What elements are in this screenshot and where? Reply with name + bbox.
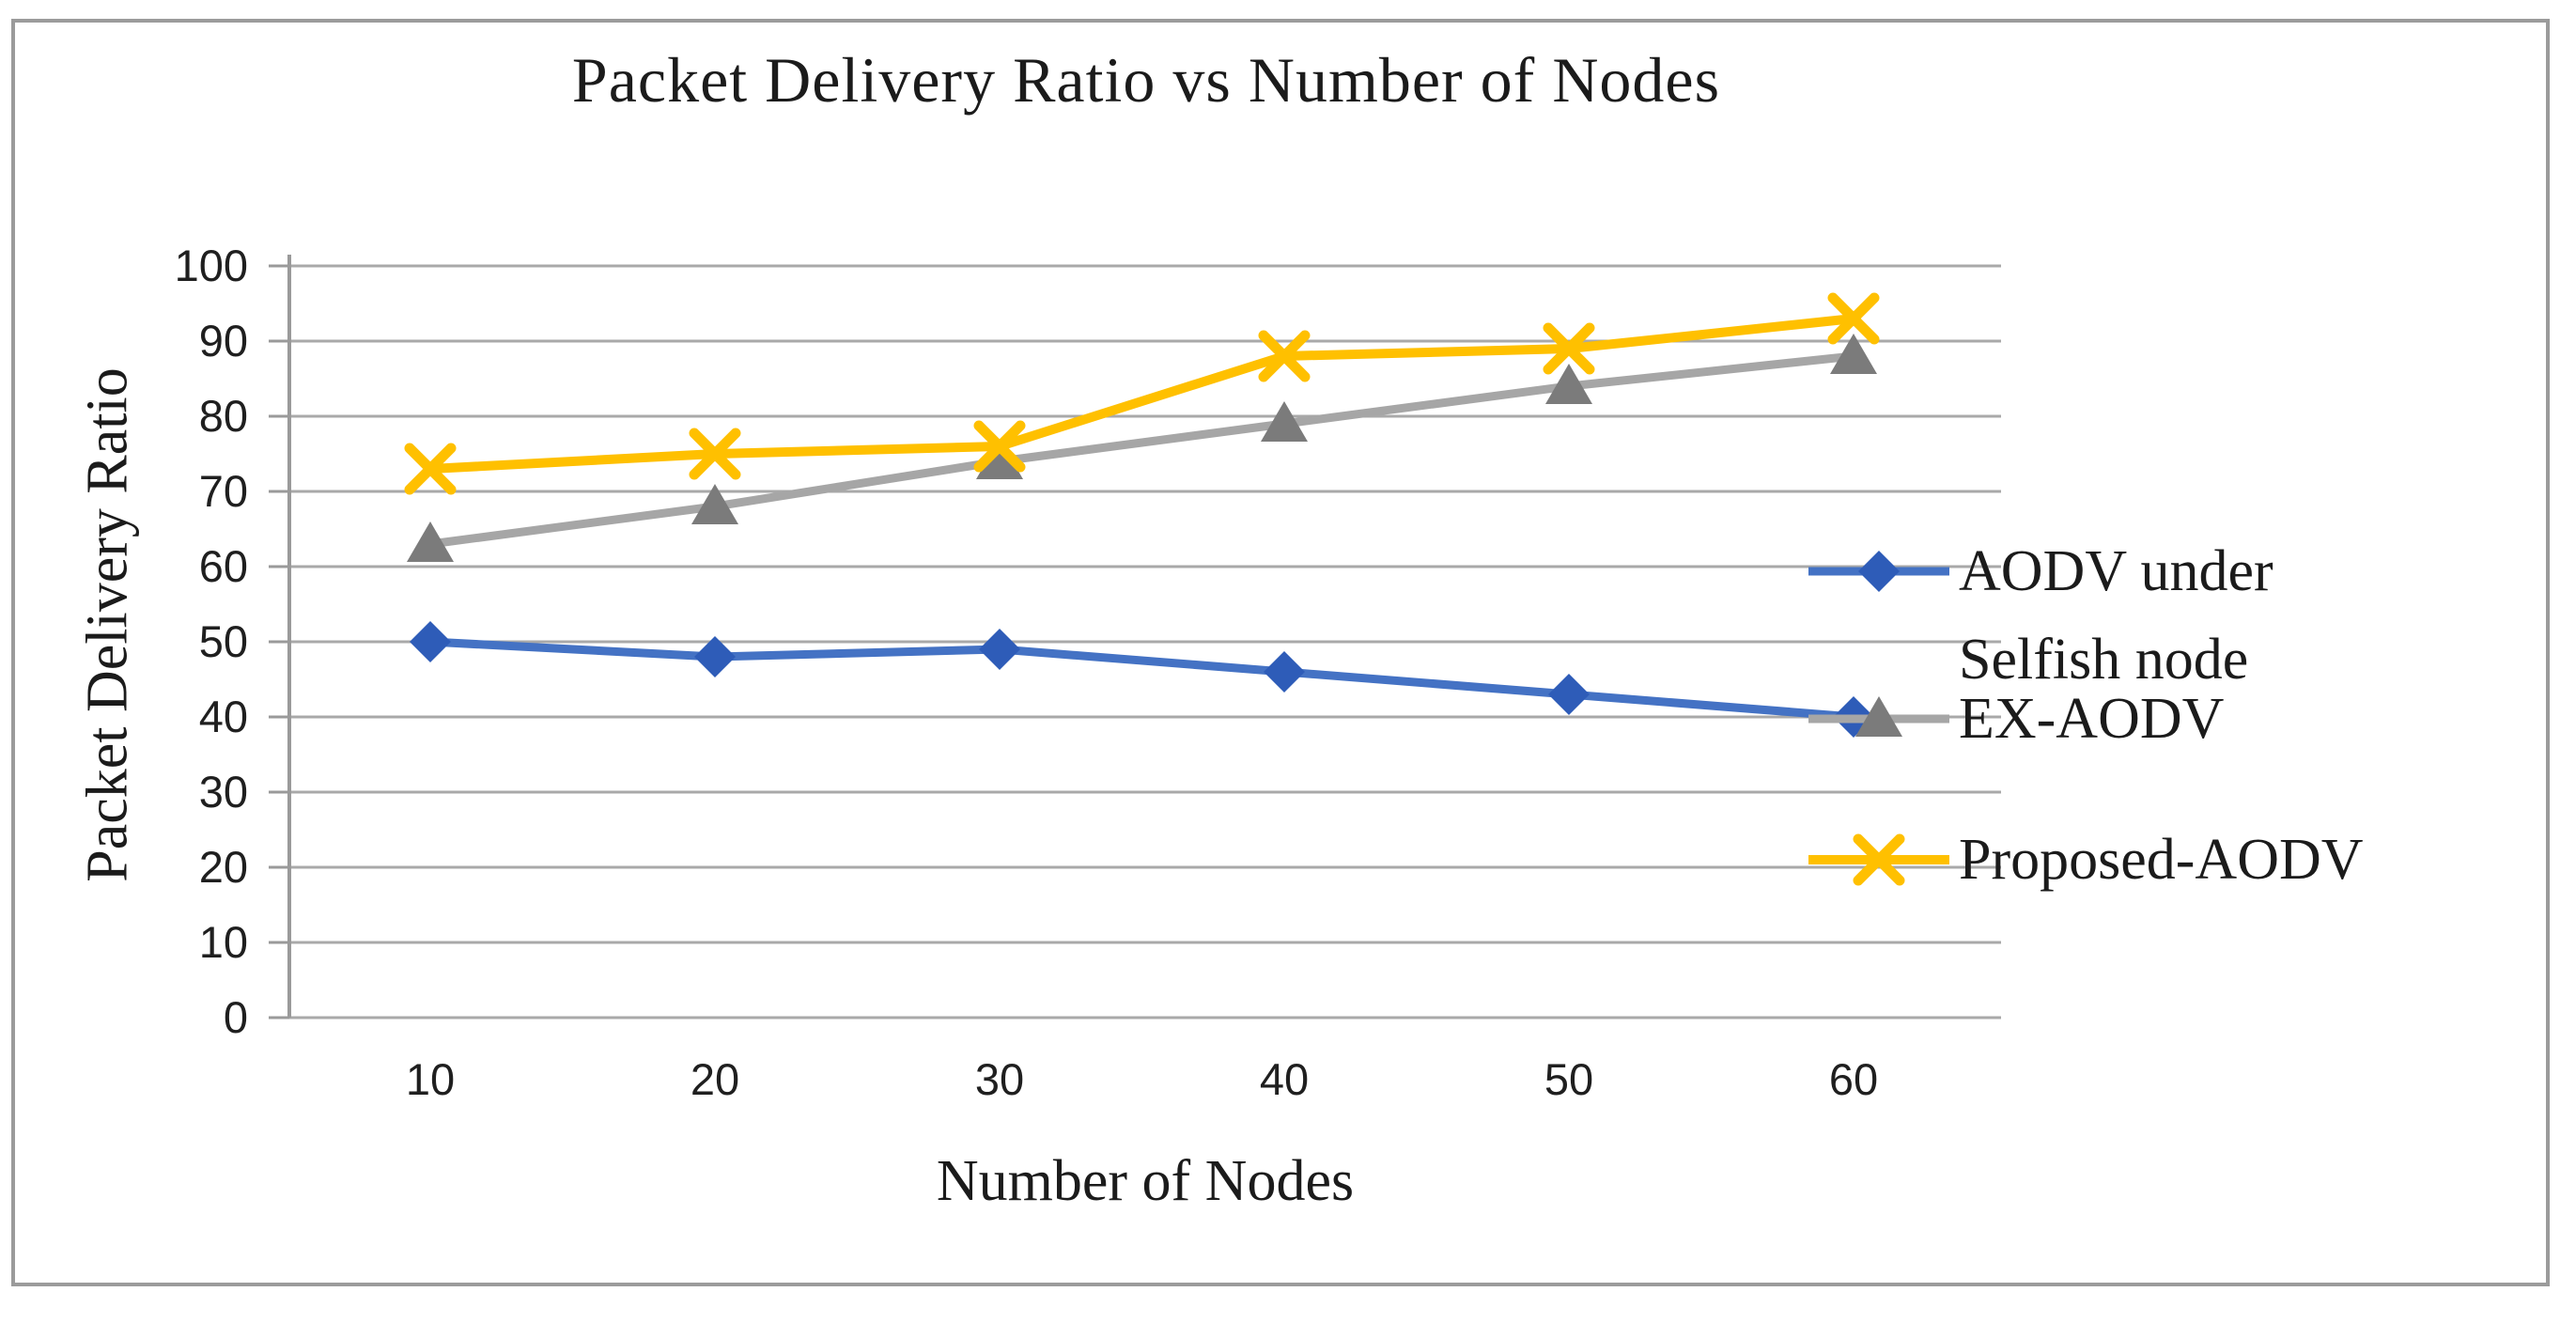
y-tick-label-80: 80 [199, 391, 248, 441]
y-tick-label-30: 30 [199, 767, 248, 817]
series-2-marker-point-20 [689, 428, 741, 480]
series-line-2 [429, 314, 1854, 474]
y-tick-label-0: 0 [224, 992, 248, 1042]
series-1-marker-point-20 [691, 484, 738, 524]
legend-key-marker-2 [1853, 833, 1905, 886]
series-2-marker-point-60 [1827, 292, 1880, 345]
x-tick-label-60: 60 [1829, 1054, 1878, 1104]
series-1-marker-point-10 [407, 521, 454, 562]
series-0-marker-point-40 [1264, 651, 1305, 693]
series-0-marker-point-10 [410, 621, 451, 662]
y-tick-label-60: 60 [199, 541, 248, 591]
legend-label-proposed-aodv: Proposed-AODV [1959, 828, 2364, 892]
y-tick-label-20: 20 [199, 842, 248, 892]
legend-key-marker-0 [1858, 551, 1900, 592]
y-tick-label-90: 90 [199, 316, 248, 366]
x-tick-label-40: 40 [1260, 1054, 1309, 1104]
y-tick-label-50: 50 [199, 616, 248, 666]
x-tick-label-10: 10 [406, 1054, 455, 1104]
legend-key-marker-1 [1855, 696, 1902, 737]
y-tick-label-10: 10 [199, 917, 248, 967]
x-tick-label-20: 20 [691, 1054, 739, 1104]
series-1-marker-point-30 [976, 439, 1023, 479]
x-tick-label-50: 50 [1544, 1054, 1593, 1104]
series-1-marker-point-60 [1830, 334, 1877, 374]
series-2-marker-point-40 [1258, 330, 1311, 382]
series-0-marker-point-20 [694, 636, 736, 677]
x-tick-label-30: 30 [975, 1054, 1024, 1104]
legend-label-aodv-under-selfish-node: AODV under Selfish node [1959, 527, 2273, 704]
figure-border [11, 19, 2550, 1286]
series-line-0 [429, 637, 1854, 722]
series-1-marker-point-40 [1261, 401, 1308, 442]
legend-label-line1: AODV under [1959, 539, 2273, 603]
x-axis-title: Number of Nodes [936, 1149, 1355, 1213]
y-tick-label-40: 40 [199, 692, 248, 741]
legend-label-ex-aodv: EX-AODV [1959, 687, 2225, 751]
y-tick-label-70: 70 [199, 466, 248, 516]
legend-label-line2: Selfish node [1959, 628, 2249, 692]
y-tick-label-100: 100 [175, 241, 248, 290]
series-0-marker-point-50 [1548, 674, 1590, 715]
series-2-marker-point-10 [404, 443, 457, 495]
chart-title: Packet Delivery Ratio vs Number of Nodes [571, 44, 1721, 116]
series-line-1 [429, 351, 1854, 549]
series-2-marker-point-50 [1543, 322, 1595, 375]
series-0-marker-point-30 [979, 629, 1020, 670]
series-2-marker-point-30 [973, 420, 1026, 473]
series-1-marker-point-50 [1545, 364, 1592, 404]
